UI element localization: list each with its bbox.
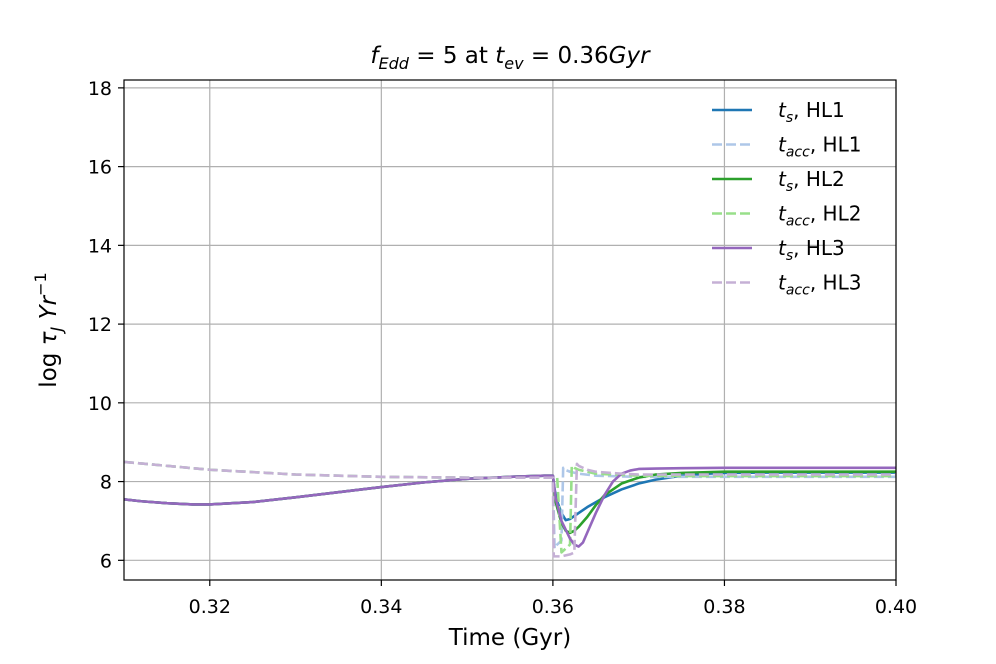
y-tick-label: 10 — [88, 393, 112, 415]
legend-label: tacc, HL2 — [778, 202, 861, 230]
x-tick-label: 0.36 — [532, 596, 574, 618]
x-tick-label: 0.34 — [360, 596, 402, 618]
legend: ts, HL1 tacc, HL1 ts, HL2 tacc, HL2 ts, HL3 t… — [712, 98, 861, 299]
x-axis-ticks: 0.32 0.34 0.36 0.38 0.40 — [189, 580, 917, 618]
plot-lines — [124, 460, 896, 558]
x-tick-label: 0.38 — [703, 596, 745, 618]
legend-label: tacc, HL3 — [778, 271, 861, 299]
legend-label: ts, HL1 — [778, 98, 845, 126]
y-tick-label: 6 — [100, 550, 112, 572]
legend-label: ts, HL3 — [778, 236, 845, 264]
legend-label: tacc, HL1 — [778, 133, 861, 161]
y-axis-label: log τJ Yr−1 — [31, 272, 66, 387]
y-tick-label: 16 — [88, 157, 112, 179]
x-tick-label: 0.32 — [189, 596, 231, 618]
y-tick-label: 18 — [88, 78, 112, 100]
series-line-t-s-hl3 — [124, 466, 896, 548]
y-tick-label: 12 — [88, 314, 112, 336]
x-tick-label: 0.40 — [875, 596, 917, 618]
legend-label: ts, HL2 — [778, 167, 845, 195]
y-tick-label: 14 — [88, 235, 112, 257]
x-axis-label: Time (Gyr) — [448, 625, 571, 651]
y-axis-ticks: 6 8 10 12 14 16 18 — [88, 78, 124, 572]
chart-title: fEdd = 5 at tev = 0.36Gyr — [370, 43, 651, 73]
y-tick-label: 8 — [100, 472, 112, 494]
axes-frame — [123, 79, 897, 581]
series-line-t-acc-hl3 — [124, 460, 896, 558]
